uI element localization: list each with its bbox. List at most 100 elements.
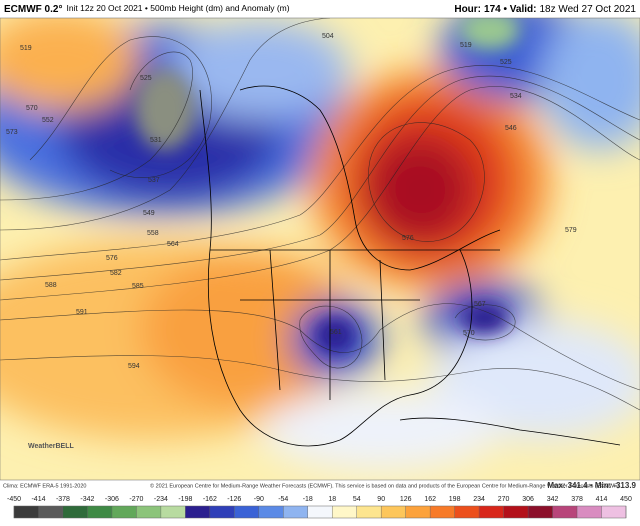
colorbar-segment	[577, 506, 602, 518]
colorbar-tick-label: -18	[303, 496, 313, 503]
contour-label: 570	[463, 330, 475, 337]
colorbar: -450 -414 -378 -342 -306 -270 -234 -198 -162 -126…	[7, 496, 632, 519]
colorbar-segment	[136, 506, 161, 518]
colorbar-segment	[87, 506, 112, 518]
contour-label: 519	[20, 45, 32, 52]
colorbar-segment	[111, 506, 137, 518]
colorbar-tick-label: 270	[498, 496, 510, 503]
min-label: Min:	[595, 481, 611, 490]
colorbar-tick-label: -90	[254, 496, 264, 503]
colorbar-segment	[503, 506, 529, 518]
colorbar-tick-label: -450	[7, 496, 21, 503]
init: Init 12z 20 Oct 2021	[66, 3, 142, 13]
hour-label: Hour:	[454, 4, 481, 15]
max-min: Max: 341.4 • Min: -313.9	[547, 481, 636, 490]
colorbar-tick-label: 90	[377, 496, 385, 503]
header: ECMWF 0.2° Init 12z 20 Oct 2021 • 500mb H…	[4, 3, 636, 14]
colorbar-tick-label: 306	[522, 496, 534, 503]
contour-label: 576	[402, 235, 414, 242]
colorbar-tick-label: 162	[424, 496, 436, 503]
colorbar-segment	[552, 506, 578, 518]
colorbar-tick-label: -414	[31, 496, 45, 503]
contour-label: 570	[26, 105, 38, 112]
colorbar-segment	[38, 506, 63, 518]
contour-label: 576	[106, 255, 118, 262]
colorbar-tick-label: 126	[400, 496, 412, 503]
colorbar-tick-label: 234	[473, 496, 485, 503]
valid: 18z Wed 27 Oct 2021	[539, 4, 636, 15]
colorbar-tick-label: -378	[56, 496, 70, 503]
anomaly-field	[0, 18, 640, 480]
max-label: Max:	[547, 481, 565, 490]
colorbar-tick-label: -270	[129, 496, 143, 503]
hour: 174	[484, 4, 501, 15]
colorbar-segment	[14, 506, 39, 518]
header-right: Hour: 174 • Valid: 18z Wed 27 Oct 2021	[454, 4, 636, 15]
colorbar-segment	[601, 506, 626, 518]
contour-label: 525	[140, 75, 152, 82]
contour-label: 531	[150, 137, 162, 144]
contour-label: 561	[330, 329, 342, 336]
contour-label: 579	[565, 227, 577, 234]
contour-label: 558	[147, 230, 159, 237]
colorbar-tick-label: -306	[105, 496, 119, 503]
colorbar-segment	[528, 506, 553, 518]
contour-label: 519	[460, 42, 472, 49]
valid-label: Valid:	[510, 4, 537, 15]
colorbar-segment	[258, 506, 284, 518]
colorbar-segment	[454, 506, 480, 518]
colorbar-segment	[185, 506, 210, 518]
contour-label: 573	[6, 129, 18, 136]
contour-label: 537	[148, 177, 160, 184]
colorbar-tick-label: 450	[620, 496, 632, 503]
contour-labels: 519 525 531 537 549 558 564 576 582 585 …	[6, 33, 577, 370]
colorbar-segment	[479, 506, 504, 518]
colorbar-segment	[405, 506, 431, 518]
footer: Clima: ECMWF ERA-5 1991-2020 © 2021 Euro…	[3, 481, 637, 490]
colorbar-tick-label: 378	[571, 496, 583, 503]
colorbar-tick-label: -198	[178, 496, 192, 503]
colorbar-segment	[356, 506, 382, 518]
contour-label: 588	[45, 282, 57, 289]
contour-label: 564	[167, 241, 179, 248]
contour-label: 594	[128, 363, 140, 370]
min: -313.9	[613, 481, 636, 490]
colorbar-segment	[234, 506, 259, 518]
colorbar-tick-label: 54	[353, 496, 361, 503]
colorbar-tick-label: 342	[547, 496, 559, 503]
colorbar-tick-label: 198	[449, 496, 461, 503]
copyright: © 2021 European Centre for Medium-Range …	[150, 482, 621, 489]
colorbar-tick-label: -162	[203, 496, 217, 503]
colorbar-segment	[160, 506, 186, 518]
colorbar-segment	[62, 506, 88, 518]
colorbar-tick-label: -54	[278, 496, 288, 503]
colorbar-segment	[209, 506, 235, 518]
map-frame	[0, 17, 640, 481]
colorbar-segment	[283, 506, 308, 518]
contour-label: 534	[510, 93, 522, 100]
colorbar-tick-label: -342	[80, 496, 94, 503]
contour-label: 585	[132, 283, 144, 290]
clima: Clima: ECMWF ERA-5 1991-2020	[3, 483, 86, 489]
max: 341.4	[568, 481, 589, 490]
colorbar-tick-label: 18	[328, 496, 336, 503]
height-contours	[0, 18, 640, 411]
colorbar-segment	[332, 506, 357, 518]
contour-label: 567	[474, 301, 486, 308]
contour-label: 582	[110, 270, 122, 277]
model: ECMWF 0.2°	[4, 4, 62, 15]
contour-label: 549	[143, 210, 155, 217]
contour-label: 591	[76, 309, 88, 316]
contour-label: 552	[42, 117, 54, 124]
colorbar-tick-label: -126	[227, 496, 241, 503]
coastlines	[199, 85, 621, 447]
colorbar-segment	[307, 506, 333, 518]
colorbar-segment	[381, 506, 406, 518]
contour-label: 546	[505, 125, 517, 132]
colorbar-tick-label: 414	[596, 496, 608, 503]
header-left: ECMWF 0.2° Init 12z 20 Oct 2021 • 500mb H…	[4, 3, 290, 14]
contour-label: 525	[500, 59, 512, 66]
contour-label: 504	[322, 33, 334, 40]
